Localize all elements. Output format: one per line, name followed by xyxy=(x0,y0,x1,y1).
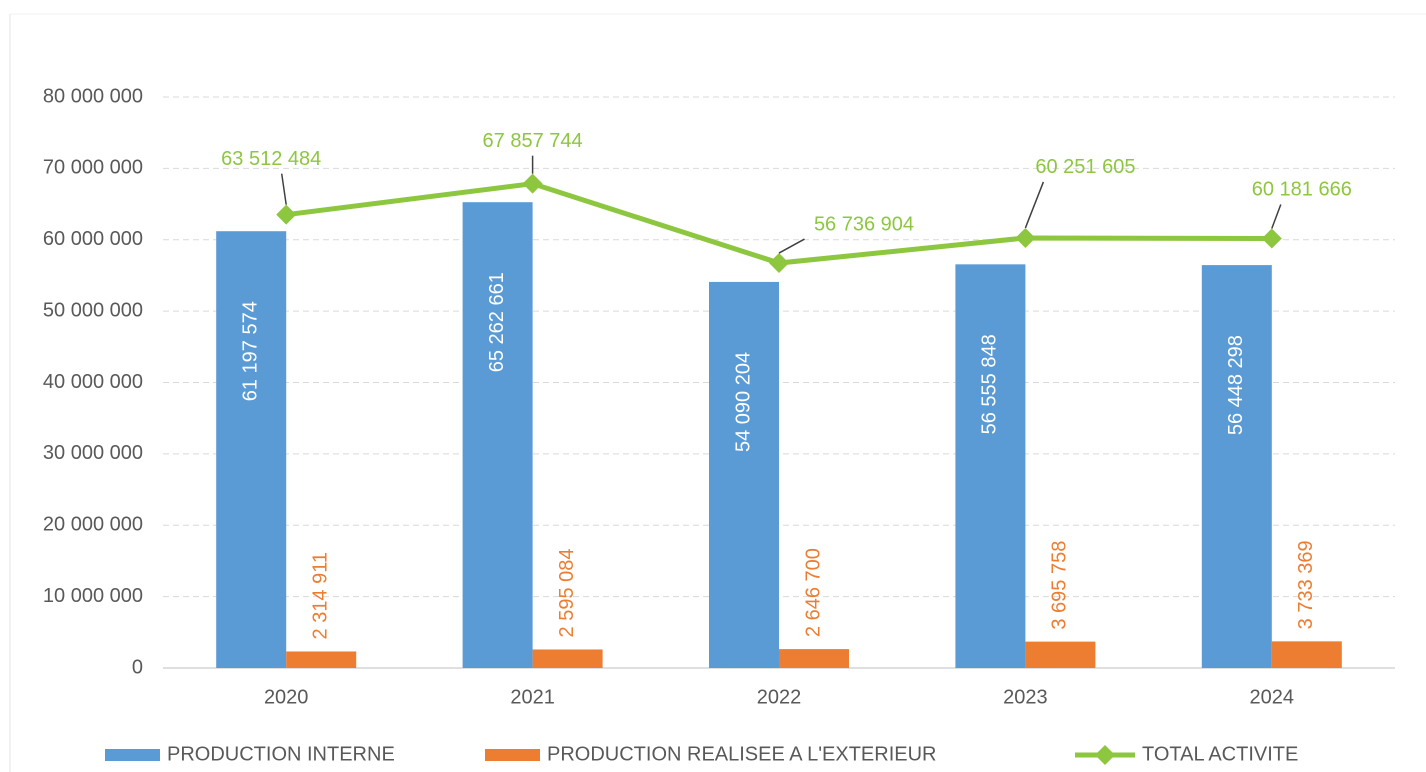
x-tick-label: 2024 xyxy=(1250,686,1295,708)
bar xyxy=(779,649,849,668)
leader-line xyxy=(280,173,287,205)
bar xyxy=(286,651,357,668)
bar xyxy=(1201,265,1272,668)
line-value-label: 63 512 484 xyxy=(221,148,321,170)
bar xyxy=(532,649,603,668)
bar-value-label: 54 090 204 xyxy=(732,352,754,452)
legend-label: PRODUCTION REALISEE A L'EXTERIEUR xyxy=(547,743,936,765)
legend-swatch xyxy=(105,749,160,761)
bar-value-label: 61 197 574 xyxy=(239,301,261,401)
legend-swatch xyxy=(485,749,540,761)
bar-value-label: 65 262 661 xyxy=(486,272,508,372)
bar-value-label: 56 448 298 xyxy=(1225,335,1247,435)
bar-value-label: 3 695 758 xyxy=(1049,541,1071,630)
y-tick-label: 50 000 000 xyxy=(43,299,143,321)
bar xyxy=(1025,641,1096,668)
bar xyxy=(955,264,1026,668)
line-value-label: 56 736 904 xyxy=(814,213,914,235)
bar-value-label: 2 314 911 xyxy=(309,552,331,640)
x-tick-label: 2022 xyxy=(757,686,802,708)
y-tick-label: 80 000 000 xyxy=(43,85,143,107)
line-marker xyxy=(769,253,789,274)
bar xyxy=(462,202,533,669)
y-tick-label: 40 000 000 xyxy=(43,371,143,393)
x-tick-label: 2023 xyxy=(1003,686,1048,708)
line-marker xyxy=(522,173,543,194)
bar-value-label: 56 555 848 xyxy=(979,334,1001,434)
leader-line xyxy=(778,238,805,254)
line xyxy=(285,181,1272,266)
x-tick-label: 2021 xyxy=(510,686,555,708)
y-tick-label: 20 000 000 xyxy=(43,514,143,536)
line-marker xyxy=(1015,227,1036,248)
leader-line xyxy=(1024,181,1045,229)
y-tick-label: 70 000 000 xyxy=(43,157,143,179)
line-marker xyxy=(276,204,297,225)
line-value-label: 67 857 744 xyxy=(483,130,583,152)
y-tick-label: 0 xyxy=(132,656,143,678)
bar xyxy=(216,231,287,668)
legend-label: PRODUCTION INTERNE xyxy=(167,743,395,765)
bar xyxy=(1271,641,1342,668)
y-tick-label: 60 000 000 xyxy=(43,228,143,250)
y-tick-label: 10 000 000 xyxy=(43,585,143,607)
line-value-label: 60 251 605 xyxy=(1035,156,1135,178)
line-value-label: 60 181 666 xyxy=(1252,179,1352,201)
bar-value-label: 2 595 084 xyxy=(556,548,578,637)
bar-value-label: 2 646 700 xyxy=(802,548,824,637)
y-tick-label: 30 000 000 xyxy=(43,442,143,464)
bar xyxy=(709,281,779,668)
bar-value-label: 3 733 369 xyxy=(1295,540,1317,629)
leader-line xyxy=(1271,204,1282,229)
line-marker xyxy=(1261,228,1282,249)
legend-swatch xyxy=(1095,745,1115,765)
x-tick-label: 2020 xyxy=(264,686,309,708)
legend-label: TOTAL ACTIVITE xyxy=(1142,743,1298,765)
